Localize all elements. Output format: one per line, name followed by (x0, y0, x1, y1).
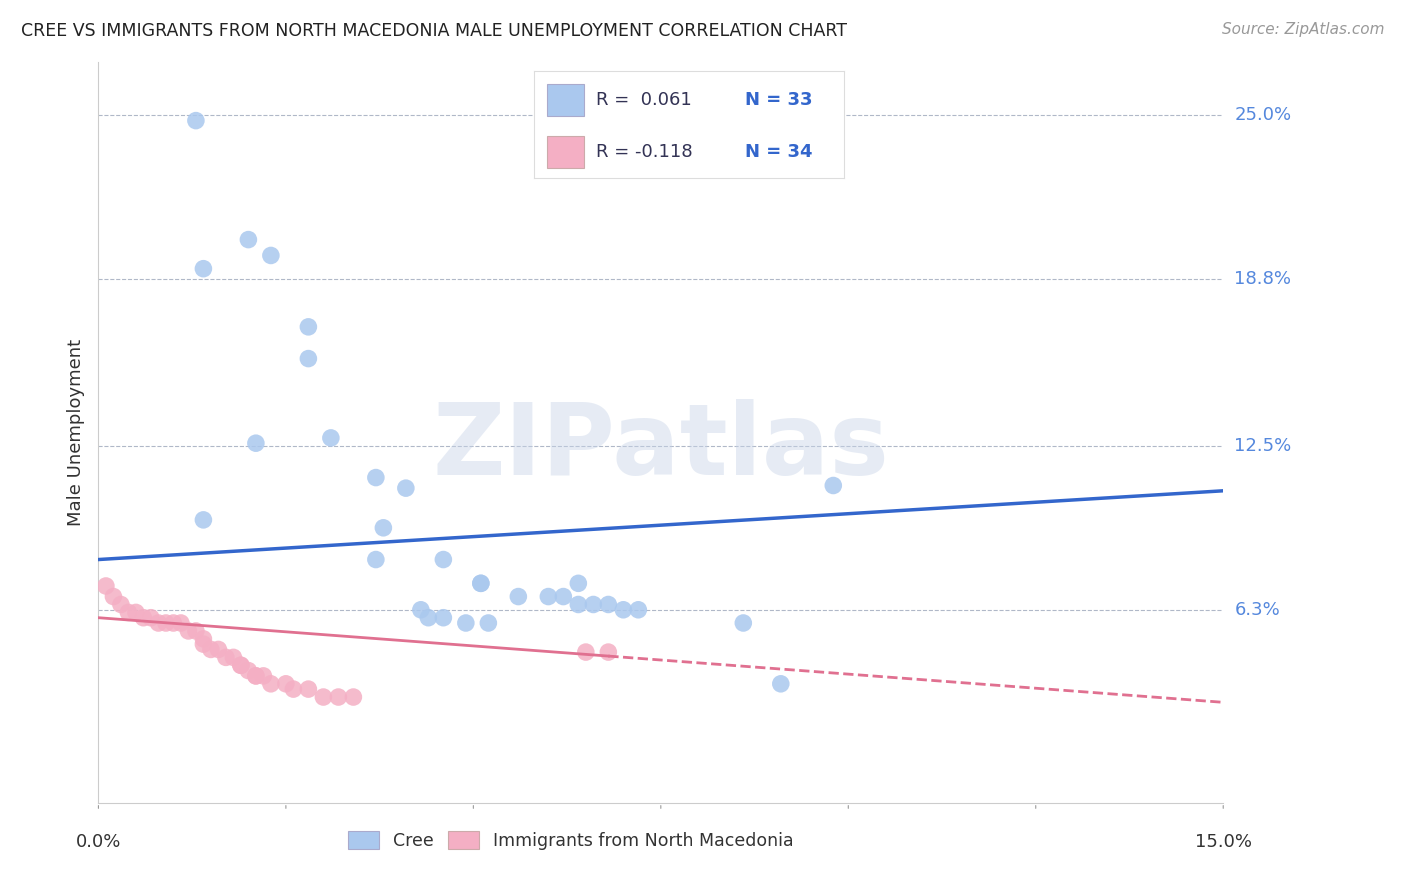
Point (117, 606, 139, 620)
Point (769, 677, 792, 691)
Text: 18.8%: 18.8% (1234, 270, 1291, 288)
Point (139, 611, 162, 625)
Point (132, 611, 155, 625)
Legend: Cree, Immigrants from North Macedonia: Cree, Immigrants from North Macedonia (342, 824, 800, 857)
Point (567, 598, 589, 612)
Text: Source: ZipAtlas.com: Source: ZipAtlas.com (1222, 22, 1385, 37)
Point (260, 677, 283, 691)
Point (260, 248, 283, 262)
Point (432, 611, 454, 625)
Point (245, 669, 267, 683)
Point (319, 431, 342, 445)
Point (733, 615, 755, 630)
Point (297, 682, 319, 697)
Text: 6.3%: 6.3% (1234, 601, 1279, 619)
Point (200, 642, 222, 657)
Point (238, 233, 260, 247)
Point (297, 351, 319, 366)
Point (274, 677, 297, 691)
Point (582, 598, 605, 612)
Point (395, 481, 418, 495)
Point (193, 261, 215, 276)
Point (229, 658, 252, 673)
Text: N = 33: N = 33 (745, 91, 813, 109)
Point (470, 576, 492, 591)
Point (823, 478, 845, 492)
Point (184, 113, 207, 128)
Point (612, 603, 634, 617)
Text: R = -0.118: R = -0.118 (596, 143, 693, 161)
Point (193, 513, 215, 527)
Point (364, 470, 387, 484)
FancyBboxPatch shape (547, 84, 583, 116)
Text: 25.0%: 25.0% (1234, 106, 1292, 124)
Point (537, 590, 560, 604)
Point (409, 603, 432, 617)
Point (252, 669, 274, 683)
Point (454, 615, 477, 630)
Point (328, 690, 350, 704)
Text: 12.5%: 12.5% (1234, 437, 1292, 455)
Text: CREE VS IMMIGRANTS FROM NORTH MACEDONIA MALE UNEMPLOYMENT CORRELATION CHART: CREE VS IMMIGRANTS FROM NORTH MACEDONIA … (21, 22, 846, 40)
Point (162, 615, 184, 630)
Point (125, 606, 148, 620)
Point (283, 682, 305, 697)
Point (238, 664, 260, 678)
Point (477, 615, 499, 630)
Point (193, 637, 215, 651)
Point (222, 650, 245, 665)
Text: 0.0%: 0.0% (76, 833, 121, 851)
Point (229, 658, 252, 673)
Point (364, 552, 387, 566)
Point (170, 615, 193, 630)
Point (245, 669, 267, 683)
Point (103, 590, 125, 604)
Point (432, 552, 454, 566)
Point (312, 690, 335, 704)
Point (418, 611, 440, 625)
Text: R =  0.061: R = 0.061 (596, 91, 692, 109)
Point (110, 598, 132, 612)
Point (598, 598, 620, 612)
FancyBboxPatch shape (547, 136, 583, 168)
Point (575, 645, 598, 659)
Point (148, 615, 170, 630)
Text: ZIPatlas: ZIPatlas (433, 399, 889, 496)
Point (193, 632, 215, 646)
Point (342, 690, 364, 704)
Point (184, 624, 207, 638)
Point (215, 650, 238, 665)
Point (155, 615, 177, 630)
Point (297, 319, 319, 334)
Text: 15.0%: 15.0% (1195, 833, 1251, 851)
Point (598, 645, 620, 659)
Point (470, 576, 492, 591)
Y-axis label: Male Unemployment: Male Unemployment (66, 339, 84, 526)
Point (94, 579, 117, 593)
Point (245, 436, 267, 450)
Point (207, 642, 229, 657)
Point (627, 603, 650, 617)
Point (567, 576, 589, 591)
Point (508, 590, 530, 604)
Point (553, 590, 575, 604)
Text: N = 34: N = 34 (745, 143, 813, 161)
Point (373, 521, 395, 535)
Point (177, 624, 200, 638)
